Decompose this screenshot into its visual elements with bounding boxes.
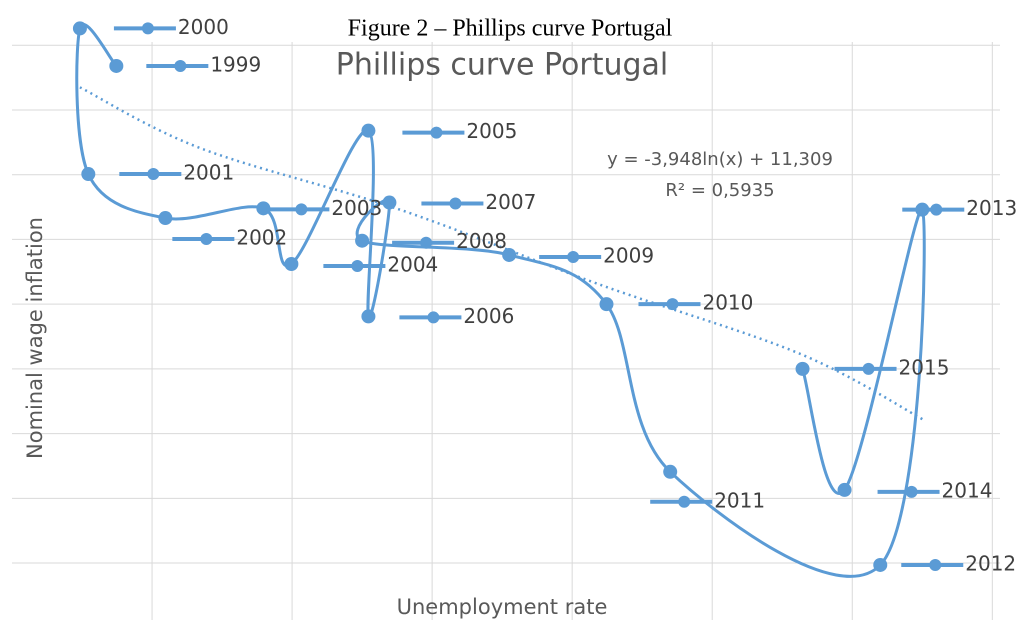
data-label: 2000 [178,15,229,39]
data-label: 2012 [965,551,1016,575]
label-marker [351,260,364,273]
data-label: 2002 [236,226,287,250]
label-marker [929,558,942,571]
point [361,123,376,138]
point [502,247,517,262]
point [663,464,678,479]
point [873,557,888,572]
label-marker [862,362,875,375]
trendline [79,86,926,422]
label-marker [427,311,440,324]
grid [12,42,1000,620]
point [355,233,370,248]
data-label: 2007 [485,190,536,214]
point [158,211,173,226]
point [382,195,397,210]
x-axis-label: Unemployment rate [397,595,608,619]
label-marker [678,495,691,508]
chart-title: Phillips curve Portugal [336,48,669,83]
curve [75,23,926,578]
point [599,297,614,312]
data-label: 2011 [714,488,765,512]
label-marker [147,168,160,181]
point [256,201,271,216]
data-label: 2001 [183,161,234,185]
label-marker [567,250,580,263]
data-label: 2009 [603,243,654,267]
point [72,21,87,36]
figure-caption: Figure 2 – Phillips curve Portugal [348,16,673,42]
r-squared: R² = 0,5935 [665,180,774,201]
label-marker [666,298,679,311]
label-marker [430,126,443,139]
label-marker [141,22,154,35]
point [109,58,124,73]
data-label: 2006 [463,304,514,328]
data-label: 2005 [466,119,517,143]
point [361,309,376,324]
label-marker [200,233,213,246]
point [795,361,810,376]
trend-equation: y = -3,948ln(x) + 11,309 [607,149,833,170]
data-label: 2014 [942,478,993,502]
data-label: 2015 [899,355,950,379]
label-marker [420,236,433,249]
data-label: 2004 [387,253,438,277]
label-marker [295,203,308,216]
data-label: 2008 [456,229,507,253]
data-label: 2010 [702,291,753,315]
point [284,257,299,272]
label-marker [905,485,918,498]
point [81,167,96,182]
point [837,482,852,497]
label-marker [174,59,187,72]
data-label: 1999 [210,52,261,76]
y-axis-label: Nominal wage inflation [23,217,47,459]
data-label: 2013 [966,196,1017,220]
label-marker [449,197,462,210]
data-label: 2003 [331,196,382,220]
point [915,202,930,217]
label-marker [930,203,943,216]
